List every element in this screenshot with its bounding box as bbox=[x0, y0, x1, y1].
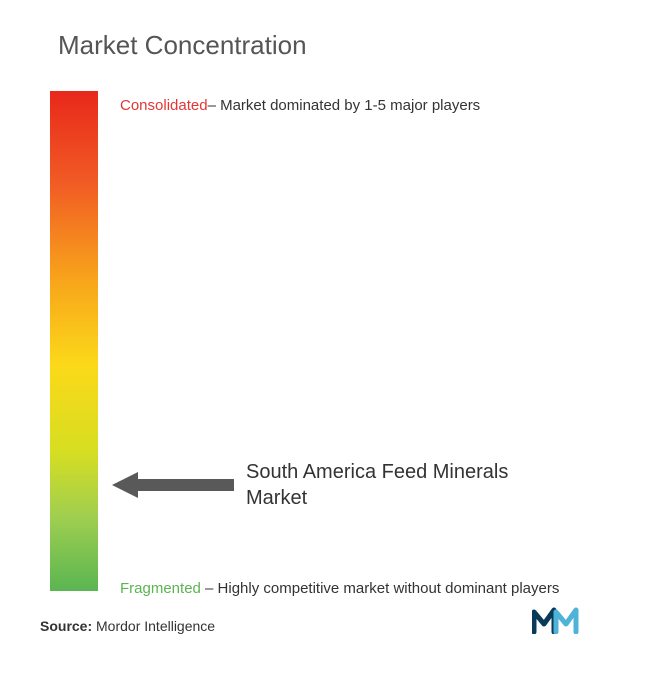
fragmented-highlight: Fragmented bbox=[120, 580, 201, 597]
market-name-label: South America Feed Minerals Market bbox=[246, 459, 566, 511]
arrow-left-icon bbox=[112, 472, 234, 498]
chart-area: Consolidated– Market dominated by 1-5 ma… bbox=[40, 91, 612, 611]
consolidated-label: Consolidated– Market dominated by 1-5 ma… bbox=[120, 97, 480, 114]
source-attribution: Source: Mordor Intelligence bbox=[40, 618, 215, 634]
consolidated-text: – Market dominated by 1-5 major players bbox=[208, 97, 481, 114]
concentration-gradient-bar bbox=[50, 91, 98, 591]
fragmented-text: – Highly competitive market without domi… bbox=[201, 580, 560, 597]
fragmented-label: Fragmented – Highly competitive market w… bbox=[120, 576, 559, 602]
source-key: Source: bbox=[40, 618, 92, 634]
market-indicator: South America Feed Minerals Market bbox=[112, 459, 566, 511]
mordor-logo-icon bbox=[532, 606, 582, 634]
page-title: Market Concentration bbox=[58, 30, 612, 61]
source-value: Mordor Intelligence bbox=[96, 618, 215, 634]
consolidated-highlight: Consolidated bbox=[120, 97, 208, 114]
